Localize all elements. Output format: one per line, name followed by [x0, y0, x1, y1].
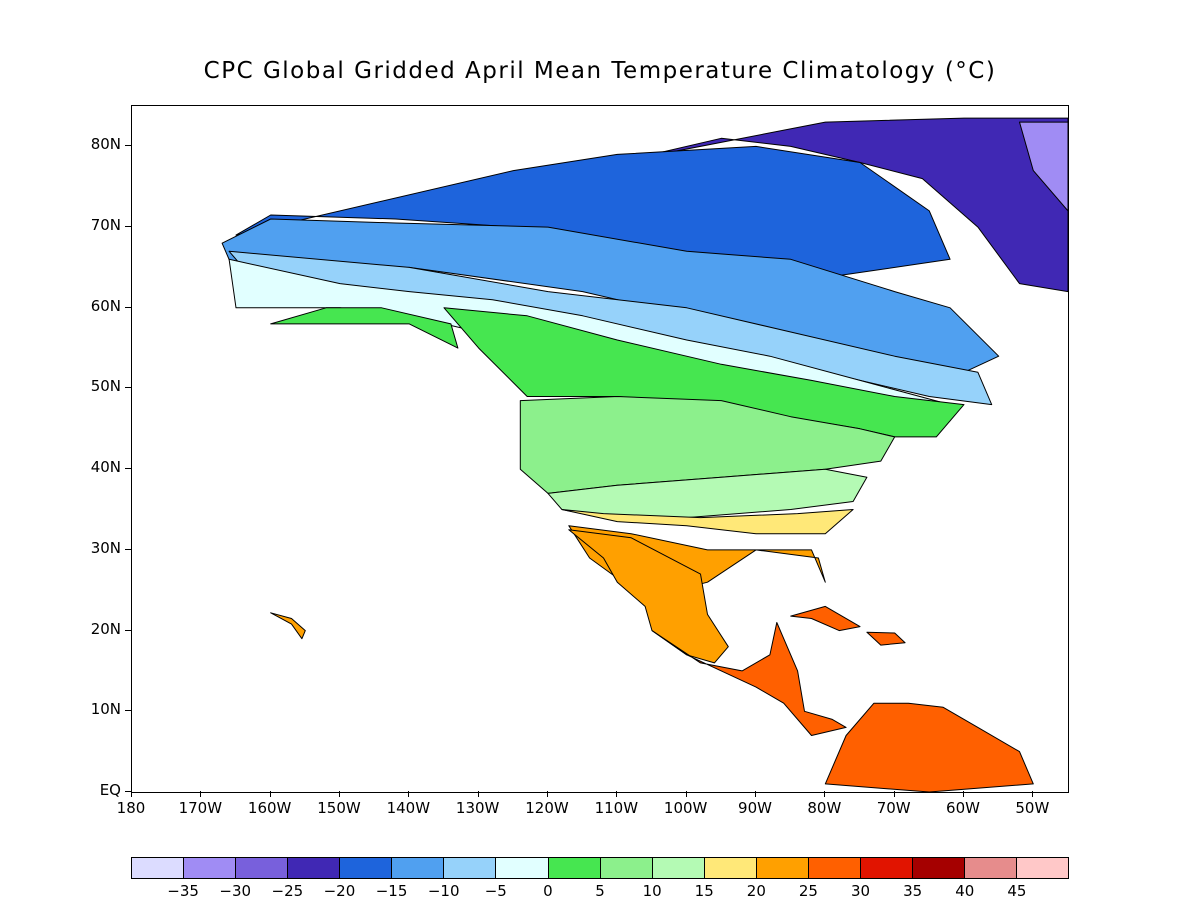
lon-tick-mark: [824, 791, 826, 797]
lon-tick-mark: [893, 791, 895, 797]
map-area: [131, 105, 1069, 793]
legend-swatch: [340, 858, 393, 878]
lat-tick-label: 50N: [90, 377, 121, 396]
legend-label: 10: [642, 882, 662, 900]
legend-swatch: [912, 858, 965, 878]
lon-tick-mark: [616, 791, 618, 797]
lon-tick-label: 110W: [594, 799, 639, 817]
lon-tick-mark: [131, 791, 132, 797]
lat-tick-label: EQ: [99, 781, 121, 799]
region-1: [1019, 121, 1068, 212]
legend-label: 40: [955, 882, 975, 900]
region-13: [651, 622, 847, 736]
lon-tick-mark: [200, 791, 202, 797]
lon-tick-mark: [963, 791, 964, 797]
legend-swatch: [132, 858, 185, 878]
lat-tick-label: 60N: [90, 296, 121, 315]
legend-swatch: [1017, 858, 1069, 878]
lat-tick-label: 30N: [90, 538, 121, 557]
lat-tick-mark: [125, 791, 131, 792]
lat-tick-mark: [125, 468, 131, 470]
legend-label: −30: [219, 882, 252, 900]
lat-tick-mark: [125, 306, 131, 308]
legend-label: 35: [903, 882, 923, 900]
lat-tick-label: 10N: [90, 700, 121, 719]
lon-tick-label: 150W: [317, 799, 361, 817]
temperature-map: [221, 117, 1068, 792]
lon-tick-mark: [408, 791, 410, 797]
lon-tick-mark: [547, 791, 548, 797]
lon-tick-mark: [685, 791, 687, 797]
legend-label: 15: [694, 882, 714, 900]
lon-tick-label: 130W: [455, 799, 500, 817]
lon-tick-mark: [269, 791, 271, 797]
lon-tick-mark: [339, 791, 340, 797]
legend-swatch: [756, 858, 809, 878]
legend-swatch: [965, 858, 1018, 878]
lat-tick-mark: [125, 629, 131, 631]
region-3: [221, 218, 1000, 373]
legend-label: −15: [375, 882, 408, 900]
lat-tick-label: 80N: [90, 135, 121, 154]
legend-label: 20: [746, 882, 766, 900]
lon-tick-label: 70W: [876, 799, 911, 817]
legend-label: 30: [851, 882, 871, 900]
map-title: CPC Global Gridded April Mean Temperatur…: [203, 58, 997, 84]
lat-tick-mark: [125, 145, 131, 147]
legend-label: −10: [427, 882, 460, 900]
lon-tick-mark: [1032, 791, 1034, 797]
lon-tick-label: 100W: [663, 799, 708, 817]
lon-tick-mark: [477, 791, 479, 797]
legend-swatch: [392, 858, 445, 878]
legend-label: 0: [543, 882, 553, 900]
legend-swatch: [184, 858, 237, 878]
legend-swatch: [548, 858, 601, 878]
legend-swatch: [808, 858, 861, 878]
lat-tick-label: 70N: [90, 216, 121, 235]
region-15: [790, 605, 861, 632]
legend-label: −25: [271, 882, 304, 900]
lat-tick-label: 20N: [90, 619, 121, 638]
lon-tick-label: 120W: [525, 799, 569, 817]
legend-swatch: [236, 858, 289, 878]
lon-tick-label: 160W: [247, 799, 292, 817]
region-16: [866, 631, 906, 646]
legend-swatch: [704, 858, 757, 878]
lon-tick-label: 180: [116, 799, 146, 817]
lon-tick-label: 50W: [1015, 799, 1050, 817]
color-legend: [131, 857, 1069, 879]
legend-label: 25: [798, 882, 818, 900]
region-0: [616, 117, 1068, 293]
legend-swatch: [600, 858, 653, 878]
lon-tick-label: 60W: [946, 799, 980, 817]
lat-tick-mark: [125, 548, 131, 550]
lat-tick-mark: [125, 387, 131, 389]
lat-tick-mark: [125, 226, 131, 228]
legend-swatch: [860, 858, 913, 878]
legend-label: 5: [595, 882, 605, 900]
legend-label: −20: [323, 882, 356, 900]
legend-swatch: [444, 858, 497, 878]
legend-swatch: [496, 858, 549, 878]
lon-tick-label: 170W: [178, 799, 223, 817]
region-10: [561, 509, 854, 535]
legend-label: 45: [1007, 882, 1027, 900]
legend-swatch: [288, 858, 341, 878]
lat-tick-mark: [125, 710, 131, 712]
lat-tick-label: 40N: [90, 458, 121, 477]
lon-tick-mark: [755, 791, 756, 797]
legend-label: −5: [484, 882, 507, 900]
region-6: [443, 307, 965, 438]
legend-swatch: [652, 858, 705, 878]
region-17: [270, 612, 306, 640]
region-7: [270, 307, 459, 349]
region-14: [824, 702, 1034, 792]
lon-tick-label: 140W: [386, 799, 431, 817]
legend-label: −35: [167, 882, 199, 900]
lon-tick-label: 90W: [738, 799, 772, 817]
lon-tick-label: 80W: [807, 799, 842, 817]
region-12: [568, 529, 729, 664]
